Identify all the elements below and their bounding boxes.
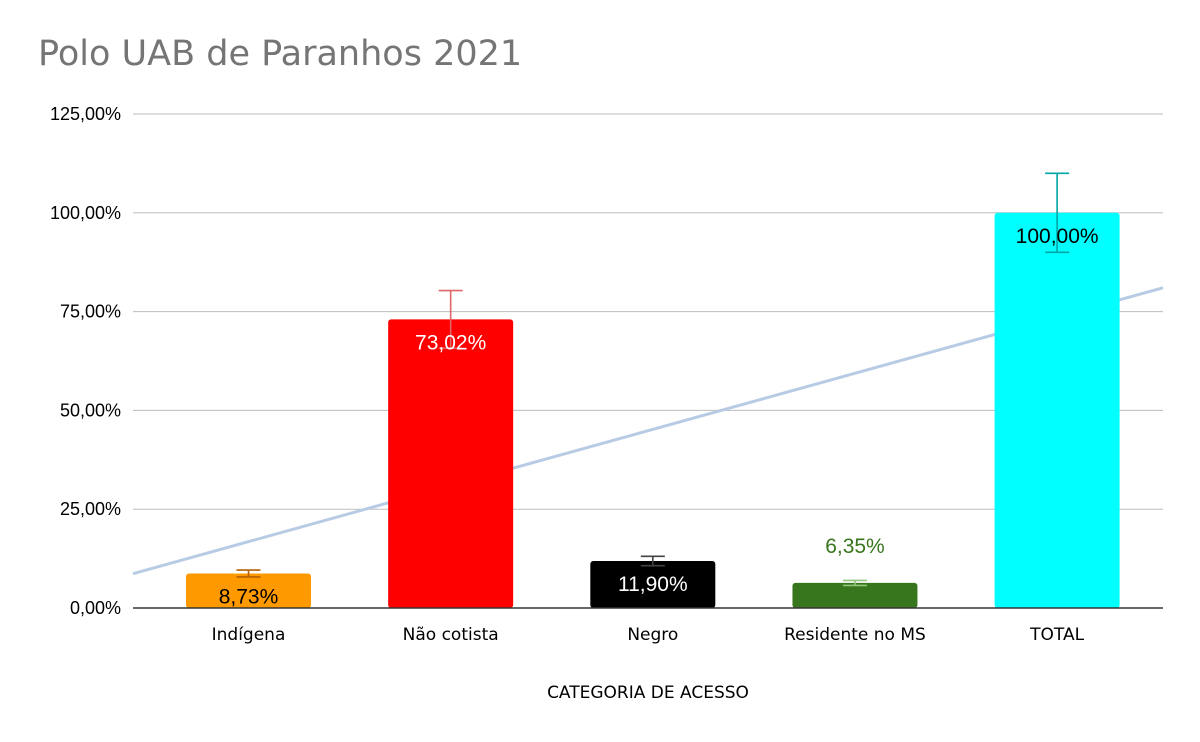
bar xyxy=(186,573,312,608)
x-axis-title: CATEGORIA DE ACESSO xyxy=(547,683,749,703)
y-tick-label: 125,00% xyxy=(50,104,121,124)
bar xyxy=(590,560,716,608)
data-label: 11,90% xyxy=(618,573,688,596)
bar xyxy=(994,212,1120,609)
y-tick-label: 25,00% xyxy=(60,499,121,519)
y-tick-label: 50,00% xyxy=(60,400,121,420)
y-tick-label: 0,00% xyxy=(70,598,121,618)
x-tick-label: TOTAL xyxy=(1029,625,1084,645)
y-tick-label: 75,00% xyxy=(60,302,121,322)
x-tick-label: Indígena xyxy=(212,625,286,645)
data-label: 6,35% xyxy=(825,535,885,558)
trendline xyxy=(132,286,1164,576)
data-label: 8,73% xyxy=(219,585,279,608)
y-tick-label: 100,00% xyxy=(50,203,121,223)
data-label: 73,02% xyxy=(415,331,486,354)
data-label: 100,00% xyxy=(1016,225,1099,248)
chart-title: Polo UAB de Paranhos 2021 xyxy=(38,34,523,74)
bar xyxy=(388,319,514,608)
x-tick-label: Negro xyxy=(627,625,678,645)
x-tick-label: Não cotista xyxy=(403,625,499,645)
bar xyxy=(792,582,918,608)
x-tick-label: Residente no MS xyxy=(784,625,926,645)
